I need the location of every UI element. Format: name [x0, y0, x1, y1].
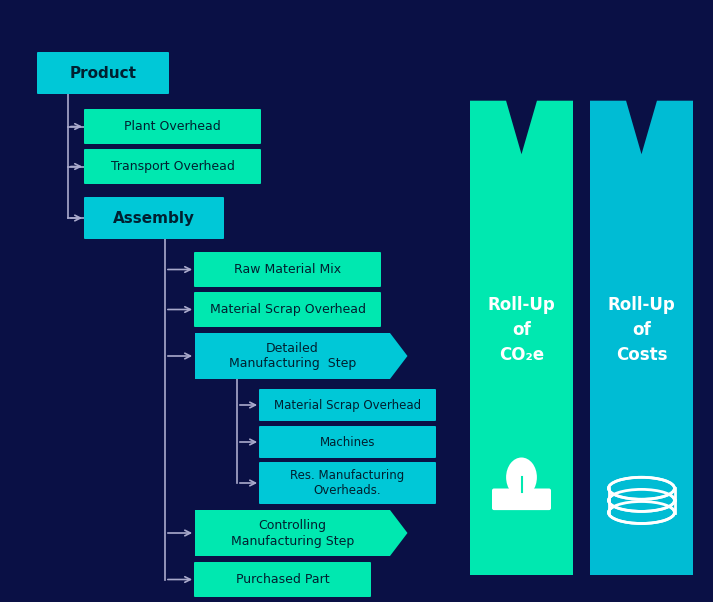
- Text: Transport Overhead: Transport Overhead: [111, 160, 235, 173]
- Text: Assembly: Assembly: [113, 211, 195, 226]
- Text: Controlling
Manufacturing Step: Controlling Manufacturing Step: [231, 518, 354, 547]
- Text: Machines: Machines: [319, 435, 375, 448]
- FancyBboxPatch shape: [84, 197, 224, 239]
- FancyBboxPatch shape: [194, 292, 381, 327]
- Polygon shape: [195, 333, 408, 379]
- Text: Raw Material Mix: Raw Material Mix: [234, 263, 341, 276]
- FancyBboxPatch shape: [259, 462, 436, 504]
- FancyBboxPatch shape: [194, 562, 371, 597]
- FancyBboxPatch shape: [259, 389, 436, 421]
- Text: Product: Product: [69, 66, 136, 81]
- Text: Roll-Up
of
CO₂e: Roll-Up of CO₂e: [488, 296, 555, 364]
- FancyBboxPatch shape: [37, 52, 169, 94]
- Ellipse shape: [608, 501, 674, 524]
- Text: Purchased Part: Purchased Part: [236, 573, 329, 586]
- Polygon shape: [195, 510, 408, 556]
- Text: Roll-Up
of
Costs: Roll-Up of Costs: [607, 296, 675, 364]
- FancyBboxPatch shape: [492, 488, 551, 510]
- Ellipse shape: [608, 477, 674, 499]
- Polygon shape: [470, 101, 573, 575]
- Text: Detailed
Manufacturing  Step: Detailed Manufacturing Step: [229, 341, 356, 370]
- Text: Material Scrap Overhead: Material Scrap Overhead: [210, 303, 366, 316]
- FancyBboxPatch shape: [259, 426, 436, 458]
- Text: Material Scrap Overhead: Material Scrap Overhead: [274, 399, 421, 412]
- Ellipse shape: [506, 458, 537, 497]
- Polygon shape: [590, 101, 693, 575]
- FancyBboxPatch shape: [84, 109, 261, 144]
- Ellipse shape: [608, 489, 674, 512]
- FancyBboxPatch shape: [194, 252, 381, 287]
- Text: Res. Manufacturing
Overheads.: Res. Manufacturing Overheads.: [290, 468, 404, 497]
- FancyBboxPatch shape: [84, 149, 261, 184]
- Text: Plant Overhead: Plant Overhead: [124, 120, 221, 133]
